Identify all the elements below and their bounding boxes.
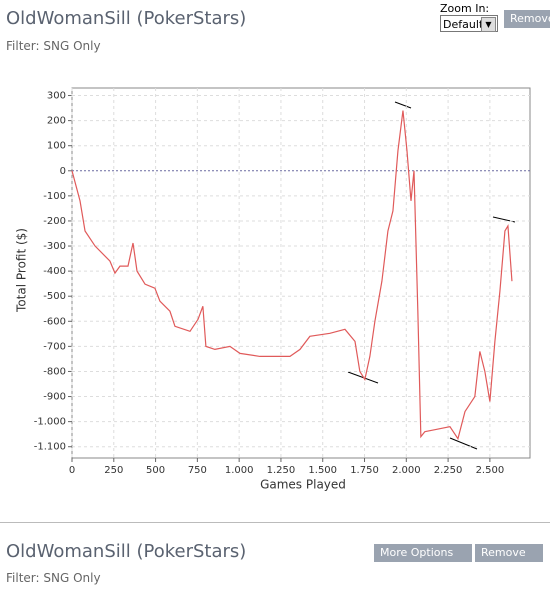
panel-title: OldWomanSill (PokerStars) bbox=[6, 8, 247, 29]
y-tick-label: -300 bbox=[43, 241, 66, 252]
panel-title: OldWomanSill (PokerStars) bbox=[6, 541, 247, 562]
y-tick-label: -200 bbox=[43, 216, 66, 227]
x-tick-label: 0 bbox=[69, 465, 75, 476]
plot-area bbox=[71, 87, 531, 459]
y-tick-label: -500 bbox=[43, 291, 66, 302]
more-options-button[interactable]: More Options bbox=[373, 543, 473, 563]
y-tick-label: -700 bbox=[43, 341, 66, 352]
y-tick-label: -100 bbox=[43, 191, 66, 202]
y-tick-label: -400 bbox=[43, 266, 66, 277]
chart: Games Played Total Profit ($) 300 200 100 0… bbox=[15, 87, 531, 492]
data-line bbox=[71, 110, 513, 441]
x-tick-label: 2.000 bbox=[392, 465, 421, 476]
x-tick-label: 250 bbox=[104, 465, 123, 476]
x-tick-label: 1.500 bbox=[308, 465, 337, 476]
y-tick-label: 300 bbox=[47, 91, 66, 102]
x-tick-label: 750 bbox=[188, 465, 207, 476]
zoom-select[interactable]: Default ▼ bbox=[440, 15, 498, 32]
zoom-label: Zoom In: bbox=[440, 2, 490, 15]
y-tick-label: -1.000 bbox=[34, 417, 66, 428]
y-axis-label: Total Profit ($) bbox=[15, 228, 29, 313]
y-tick-label: -1.100 bbox=[34, 442, 66, 453]
x-axis-label: Games Played bbox=[260, 478, 346, 492]
y-tick-label: -900 bbox=[43, 392, 66, 403]
zoom-value: Default bbox=[443, 18, 484, 31]
x-tick-label: 500 bbox=[146, 465, 165, 476]
remove-button[interactable]: Remove bbox=[503, 9, 550, 29]
filter-text: Filter: SNG Only bbox=[6, 39, 101, 53]
filter-text: Filter: SNG Only bbox=[6, 571, 101, 585]
remove-button[interactable]: Remove bbox=[474, 543, 544, 563]
y-tick-label: -600 bbox=[43, 316, 66, 327]
y-tick-label: 200 bbox=[47, 116, 66, 127]
x-tick-label: 1.000 bbox=[225, 465, 254, 476]
y-tick-label: -800 bbox=[43, 366, 66, 377]
x-tick-label: 2.500 bbox=[476, 465, 505, 476]
x-tick-label: 2.250 bbox=[434, 465, 463, 476]
separator bbox=[0, 522, 550, 523]
y-tick-label: 100 bbox=[47, 141, 66, 152]
y-tick-label: 0 bbox=[60, 166, 66, 177]
x-tick-label: 1.250 bbox=[267, 465, 296, 476]
x-tick-label: 1.750 bbox=[350, 465, 379, 476]
